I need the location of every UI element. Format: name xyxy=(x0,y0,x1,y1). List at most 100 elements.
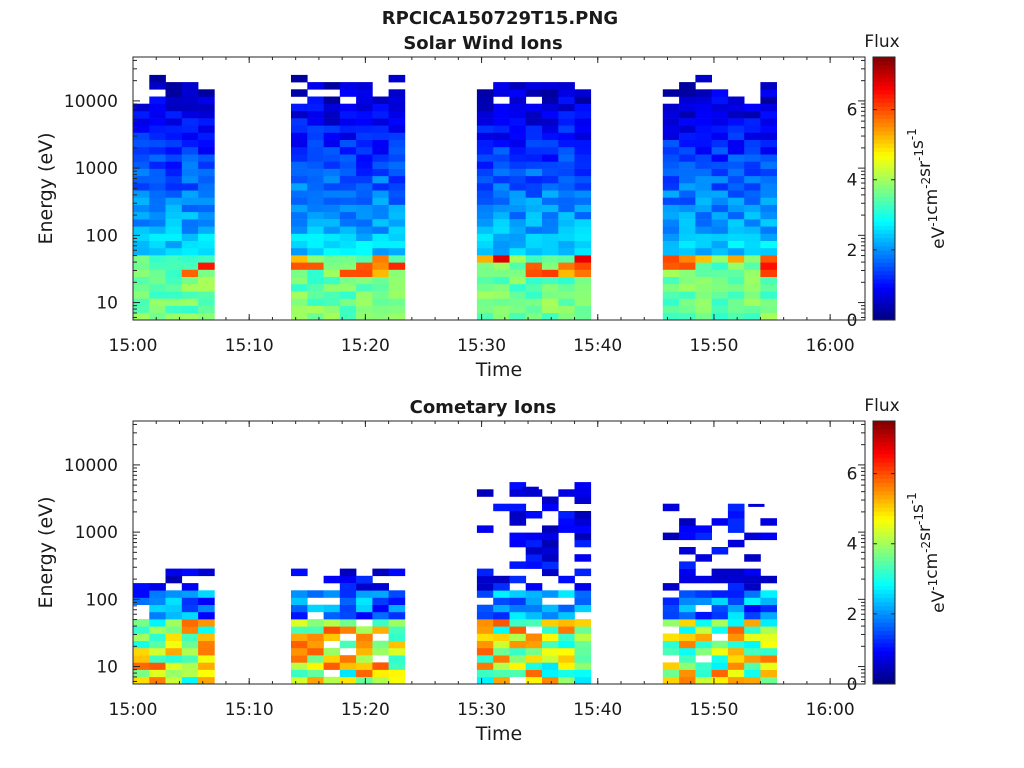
colorbar-tick-label: 0 xyxy=(847,675,858,695)
colorbar-frame xyxy=(872,56,896,321)
heatmap-cell xyxy=(133,626,150,634)
heatmap-cell xyxy=(356,247,373,256)
heatmap-cell xyxy=(372,604,389,613)
heatmap-cell xyxy=(493,611,510,620)
heatmap-cell xyxy=(372,626,389,634)
heatmap-cell xyxy=(339,583,357,591)
colorbar-segment xyxy=(873,237,895,243)
colorbar-unit: eV-1cm-2sr-1s-1 xyxy=(905,128,949,249)
heatmap-cell xyxy=(133,276,150,285)
colorbar-segment xyxy=(873,605,895,611)
heatmap-cell xyxy=(323,240,341,249)
colorbar-segment xyxy=(873,527,895,533)
heatmap-cell xyxy=(291,312,308,321)
heatmap-cell xyxy=(372,118,389,126)
heatmap-cell xyxy=(760,197,777,205)
heatmap-cell xyxy=(711,240,729,249)
heatmap-cell xyxy=(695,255,712,263)
heatmap-cell xyxy=(372,175,389,184)
heatmap-cell xyxy=(149,291,166,299)
heatmap-cell xyxy=(744,161,761,169)
heatmap-cell xyxy=(695,640,712,649)
heatmap-cell xyxy=(291,619,308,627)
heatmap-cell xyxy=(323,190,341,198)
heatmap-cell xyxy=(558,283,575,292)
heatmap-cell xyxy=(388,139,406,148)
heatmap-cell xyxy=(558,118,575,126)
heatmap-cell xyxy=(662,597,680,605)
heatmap-cell xyxy=(323,103,341,112)
heatmap-cell xyxy=(760,82,777,90)
colorbar-segment xyxy=(873,287,895,292)
heatmap-cell xyxy=(372,619,389,627)
heatmap-cell xyxy=(339,161,357,169)
heatmap-cell xyxy=(760,676,777,685)
heatmap-cell xyxy=(323,312,341,321)
heatmap-cell xyxy=(291,132,308,140)
heatmap-cell xyxy=(388,633,406,641)
heatmap-cell xyxy=(291,247,308,256)
heatmap-cell xyxy=(493,662,510,670)
heatmap-cell xyxy=(307,226,324,234)
colorbar-segment xyxy=(873,258,895,263)
colorbar-segment xyxy=(873,564,895,570)
colorbar-segment xyxy=(873,626,895,631)
heatmap-cell xyxy=(662,305,680,314)
heatmap-cell xyxy=(509,154,527,162)
heatmap-cell xyxy=(165,611,183,620)
heatmap-cell xyxy=(181,147,199,155)
heatmap-cell xyxy=(509,532,527,541)
heatmap-cell xyxy=(574,219,592,227)
colorbar-segment xyxy=(873,274,895,280)
heatmap-cell xyxy=(181,669,199,678)
heatmap-cell xyxy=(493,161,510,169)
colorbar-segment xyxy=(873,172,895,177)
heatmap-cell xyxy=(476,583,494,591)
heatmap-cell xyxy=(133,640,150,649)
heatmap-cell xyxy=(662,211,680,220)
heatmap-cell xyxy=(372,226,389,234)
colorbar-segment xyxy=(873,651,895,656)
figure-title: RPCICA150729T15.PNG xyxy=(382,8,618,29)
heatmap-cell xyxy=(476,262,494,270)
colorbar-segment xyxy=(873,110,895,115)
heatmap-cell xyxy=(388,262,406,270)
heatmap-cell xyxy=(476,269,494,277)
colorbar-segment xyxy=(873,250,895,255)
heatmap-cell xyxy=(339,590,357,598)
heatmap-cell xyxy=(356,269,373,277)
heatmap-cell xyxy=(509,168,527,177)
heatmap-cell xyxy=(574,183,592,191)
heatmap-cell xyxy=(574,604,592,613)
heatmap-cell xyxy=(198,204,215,213)
panel-title: Solar Wind Ions xyxy=(403,33,562,54)
colorbar-segment xyxy=(873,77,895,83)
heatmap-cell xyxy=(558,82,575,90)
heatmap-cell xyxy=(509,247,527,256)
x-tick-label: 16:00 xyxy=(806,336,855,356)
heatmap-cell xyxy=(291,611,308,620)
heatmap-cell xyxy=(679,154,696,162)
heatmap-cell xyxy=(662,604,680,613)
heatmap-cell xyxy=(727,240,745,249)
colorbar-segment xyxy=(873,303,895,309)
heatmap-cell xyxy=(744,197,761,205)
heatmap-cell xyxy=(388,604,406,613)
heatmap-cell xyxy=(388,247,406,256)
heatmap-cell xyxy=(744,125,761,133)
heatmap-cell xyxy=(711,647,729,656)
heatmap-cell xyxy=(727,604,745,613)
heatmap-cell xyxy=(727,503,745,512)
heatmap-cell xyxy=(727,147,745,155)
heatmap-cell xyxy=(493,305,510,314)
heatmap-cell xyxy=(727,247,745,256)
heatmap-cell xyxy=(291,283,308,292)
heatmap-cell xyxy=(198,175,215,184)
heatmap-cell xyxy=(291,226,308,234)
heatmap-cell xyxy=(542,633,559,641)
colorbar-segment xyxy=(873,307,895,313)
heatmap-cell xyxy=(558,669,575,678)
heatmap-cell xyxy=(525,147,543,155)
heatmap-cell xyxy=(372,147,389,155)
heatmap-cell xyxy=(558,125,575,133)
